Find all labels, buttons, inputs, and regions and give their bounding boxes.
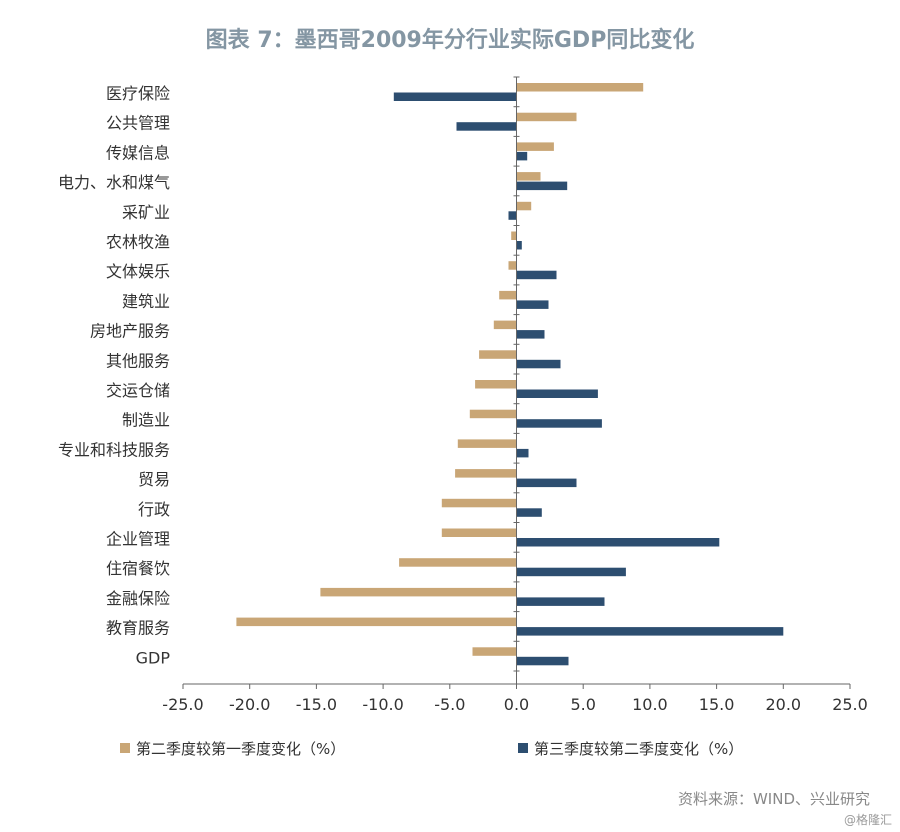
bar-q2-14 (441, 498, 517, 508)
bar-q2-19 (472, 647, 517, 656)
bar-q3-19 (516, 656, 569, 666)
bar-q3-16 (516, 567, 626, 577)
bar-q3-7 (516, 300, 549, 309)
bar-q3-0 (393, 92, 517, 101)
bar-q2-11 (469, 409, 517, 419)
bar-q3-4 (508, 211, 517, 220)
category-label: 行政 (138, 500, 170, 519)
bar-q3-17 (516, 597, 605, 606)
bar-q2-16 (399, 558, 517, 567)
category-label: 农林牧渔 (106, 233, 170, 252)
bar-q2-10 (475, 380, 517, 389)
bar-q3-18 (516, 627, 784, 636)
category-label: 金融保险 (106, 589, 170, 608)
bar-q3-15 (516, 538, 720, 547)
x-tick-label: 0.0 (504, 695, 529, 714)
bar-q2-18 (236, 617, 517, 627)
bar-q3-11 (516, 419, 602, 428)
legend-swatch-q2 (120, 743, 130, 753)
bar-q3-10 (516, 389, 598, 398)
bar-q3-6 (516, 270, 557, 280)
bar-q3-13 (516, 478, 577, 488)
category-label: 专业和科技服务 (58, 440, 170, 459)
x-tick-label: -10.0 (362, 695, 403, 714)
category-label: 交运仓储 (106, 381, 170, 400)
bar-q3-9 (516, 359, 561, 369)
source-note: 资料来源：WIND、兴业研究 (677, 790, 870, 808)
category-label: 教育服务 (106, 619, 170, 638)
bar-q2-4 (516, 201, 532, 211)
bar-q2-9 (479, 350, 517, 359)
bar-q2-1 (516, 112, 577, 122)
bar-q3-14 (516, 508, 542, 517)
category-label: 建筑业 (122, 292, 170, 311)
bar-q2-8 (493, 320, 517, 330)
bar-q2-7 (499, 290, 517, 300)
bar-q3-12 (516, 448, 529, 458)
bar-q2-5 (511, 231, 517, 240)
bar-q3-5 (516, 241, 522, 250)
bar-q2-13 (455, 469, 517, 478)
category-label: 传媒信息 (106, 143, 170, 162)
category-label: 制造业 (122, 411, 170, 430)
bar-q2-17 (320, 587, 517, 597)
bar-q2-0 (516, 83, 644, 92)
bar-q3-1 (456, 122, 517, 131)
x-tick-label: 20.0 (765, 695, 801, 714)
x-tick-label: 25.0 (832, 695, 868, 714)
category-label: 其他服务 (106, 351, 170, 370)
bar-q2-3 (516, 172, 541, 181)
category-label: 电力、水和煤气 (58, 173, 170, 192)
x-tick-label: 5.0 (570, 695, 595, 714)
chart-title: 图表 7：墨西哥2009年分行业实际GDP同比变化 (205, 28, 695, 53)
legend-swatch-q3 (518, 743, 528, 753)
category-label: 企业管理 (106, 530, 170, 549)
bar-q2-12 (457, 439, 517, 448)
category-label: 住宿餐饮 (106, 559, 170, 578)
x-tick-label: 10.0 (632, 695, 668, 714)
category-label: 公共管理 (106, 114, 170, 133)
category-label: 贸易 (138, 470, 170, 489)
category-label: GDP (136, 648, 171, 667)
bar-q3-3 (516, 181, 568, 191)
bar-q3-8 (516, 330, 545, 339)
x-tick-label: -5.0 (434, 695, 465, 714)
bar-q2-2 (516, 142, 554, 151)
bar-q2-15 (441, 528, 517, 537)
bar-q2-6 (508, 261, 517, 270)
x-tick-label: 15.0 (699, 695, 735, 714)
category-label: 房地产服务 (90, 322, 170, 341)
bar-q3-2 (516, 151, 528, 161)
x-tick-label: -25.0 (162, 695, 203, 714)
category-label: 医疗保险 (106, 84, 170, 103)
x-tick-label: -15.0 (296, 695, 337, 714)
category-label: 采矿业 (122, 203, 170, 222)
watermark: @格隆汇 (843, 813, 892, 827)
x-tick-label: -20.0 (229, 695, 270, 714)
legend-label-q3: 第三季度较第二季度变化（%） (534, 740, 743, 758)
legend-label-q2: 第二季度较第一季度变化（%） (136, 740, 345, 758)
category-label: 文体娱乐 (106, 262, 170, 281)
